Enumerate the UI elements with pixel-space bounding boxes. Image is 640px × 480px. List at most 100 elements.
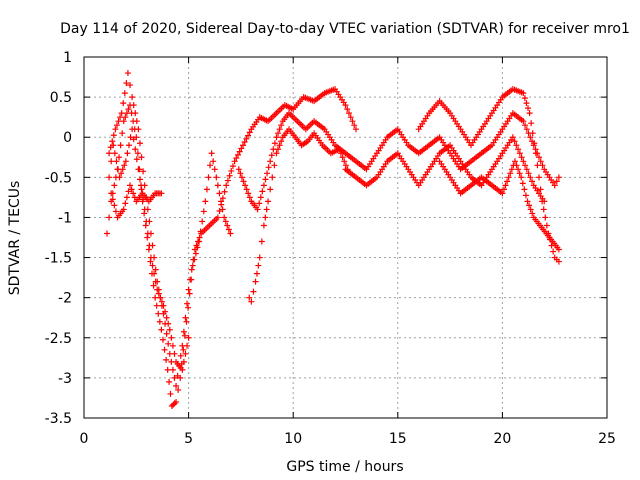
data-point xyxy=(507,170,514,177)
data-point xyxy=(246,129,253,136)
data-point xyxy=(165,340,172,347)
data-point xyxy=(273,134,280,141)
data-point xyxy=(162,308,169,315)
data-point xyxy=(158,190,165,197)
data-point xyxy=(227,230,234,237)
data-point xyxy=(207,162,214,169)
data-point xyxy=(197,228,204,235)
data-point xyxy=(168,402,175,409)
data-point xyxy=(239,142,246,149)
data-marks xyxy=(104,70,562,409)
data-point xyxy=(234,151,241,158)
data-point xyxy=(152,278,159,285)
series-sat-track-6 xyxy=(235,110,562,213)
data-point xyxy=(129,94,136,101)
data-point xyxy=(191,256,198,263)
data-point xyxy=(246,294,253,301)
data-point xyxy=(205,174,212,181)
data-point xyxy=(256,200,263,207)
plot-frame xyxy=(83,56,608,419)
data-point xyxy=(219,206,226,213)
data-point xyxy=(229,163,236,170)
y-tick-label: -2.5 xyxy=(45,331,72,347)
data-point xyxy=(135,166,142,173)
data-point xyxy=(121,162,128,169)
data-point xyxy=(109,196,116,203)
data-point xyxy=(128,110,135,117)
data-point xyxy=(185,304,192,311)
data-point xyxy=(123,194,130,201)
data-point xyxy=(269,174,276,181)
data-point xyxy=(223,182,230,189)
data-point xyxy=(175,386,182,393)
data-point xyxy=(352,126,359,133)
data-point xyxy=(144,230,151,237)
data-point xyxy=(173,382,180,389)
data-point xyxy=(112,126,119,133)
data-point xyxy=(521,95,528,102)
data-point xyxy=(150,282,157,289)
data-point xyxy=(184,300,191,307)
x-tick-label: 20 xyxy=(493,431,511,447)
data-point xyxy=(516,170,523,177)
data-point xyxy=(157,294,164,301)
data-point xyxy=(130,136,137,143)
data-point xyxy=(523,166,530,173)
data-point xyxy=(186,290,193,297)
data-point xyxy=(171,400,178,407)
data-point xyxy=(152,266,159,273)
data-point xyxy=(138,186,145,193)
data-point xyxy=(196,238,203,245)
data-point xyxy=(519,180,526,187)
data-point xyxy=(532,150,539,157)
data-point xyxy=(159,336,166,343)
x-axis-label: GPS time / hours xyxy=(286,459,403,475)
data-point xyxy=(531,140,538,147)
x-tick-label: 0 xyxy=(80,431,89,447)
data-point xyxy=(520,158,527,165)
data-point xyxy=(555,174,562,181)
y-axis-label: SDTVAR / TECUs xyxy=(7,181,23,296)
data-point xyxy=(252,278,259,285)
data-point xyxy=(108,190,115,197)
data-point xyxy=(132,146,139,153)
data-point xyxy=(259,188,266,195)
data-point xyxy=(518,154,525,161)
x-tick-label: 10 xyxy=(284,431,302,447)
data-point xyxy=(155,290,162,297)
data-point xyxy=(513,162,520,169)
data-point xyxy=(216,190,223,197)
series-sat-track-2 xyxy=(104,102,234,409)
data-point xyxy=(120,118,127,125)
data-point xyxy=(160,302,167,309)
data-point xyxy=(221,188,228,195)
data-point xyxy=(116,174,123,181)
data-point xyxy=(237,170,244,177)
data-point xyxy=(146,242,153,249)
data-point xyxy=(147,254,154,261)
data-point xyxy=(219,195,226,202)
data-point xyxy=(158,298,165,305)
data-point xyxy=(228,167,235,174)
data-point xyxy=(180,328,187,335)
data-point xyxy=(345,110,352,117)
data-point xyxy=(262,214,269,221)
data-point xyxy=(120,206,127,213)
series-sat-track-9 xyxy=(436,158,562,253)
data-point xyxy=(267,186,274,193)
series-sat-track-8 xyxy=(415,86,562,265)
data-point xyxy=(125,188,132,195)
data-point xyxy=(515,146,522,153)
data-point xyxy=(179,366,186,373)
data-point xyxy=(256,254,263,261)
data-point xyxy=(349,118,356,125)
data-point xyxy=(238,145,245,152)
data-point xyxy=(125,142,132,149)
data-point xyxy=(524,198,531,205)
data-point xyxy=(185,334,192,341)
data-point xyxy=(119,166,126,173)
data-point xyxy=(153,302,160,309)
data-point xyxy=(136,140,143,147)
data-point xyxy=(275,130,282,137)
